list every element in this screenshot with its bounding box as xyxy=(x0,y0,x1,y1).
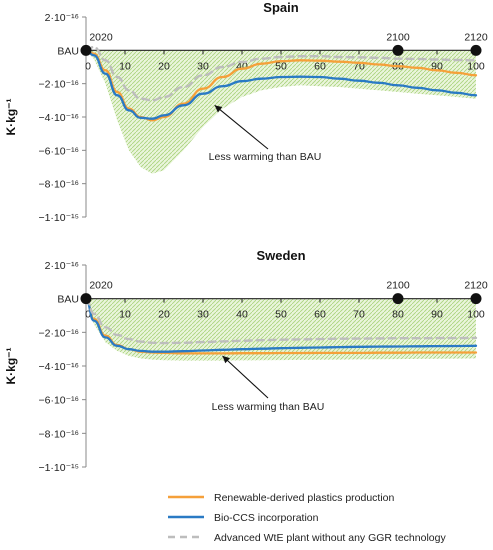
x-tick-label: 50 xyxy=(275,60,287,72)
x-tick-label: 90 xyxy=(431,60,443,72)
x-tick-label: 40 xyxy=(236,309,248,321)
x-tick-label: 50 xyxy=(275,309,287,321)
y-tick-label: −4·10⁻¹⁶ xyxy=(38,112,79,124)
panel-title: Spain xyxy=(263,0,298,15)
y-tick-label: −1·10⁻¹⁵ xyxy=(38,462,79,474)
x-tick-label: 60 xyxy=(314,309,326,321)
annotation-text: Less warming than BAU xyxy=(209,151,322,163)
y-tick-label: −4·10⁻¹⁶ xyxy=(38,361,79,373)
year-marker-label: 2020 xyxy=(89,280,113,292)
y-tick-label: −8·10⁻¹⁶ xyxy=(38,179,79,191)
x-tick-label: 70 xyxy=(353,309,365,321)
y-tick-label: −2·10⁻¹⁶ xyxy=(38,79,79,91)
y-tick-label: 2·10⁻¹⁶ xyxy=(45,12,79,24)
chart-panel-sweden: 2·10⁻¹⁶ BAU −2·10⁻¹⁶ −4·10⁻¹⁶ −6·10⁻¹⁶ −8·10⁻… xyxy=(4,248,488,474)
y-tick-label: BAU xyxy=(57,294,79,306)
annotation-arrowhead xyxy=(222,355,231,364)
year-marker xyxy=(392,293,404,305)
year-marker xyxy=(470,293,482,305)
x-tick-label: 20 xyxy=(158,309,170,321)
x-tick-label: 70 xyxy=(353,60,365,72)
legend-label: Advanced WtE plant without any GGR techn… xyxy=(214,532,446,544)
x-tick-label: 10 xyxy=(119,309,131,321)
chart-panels: 2·10⁻¹⁶ BAU −2·10⁻¹⁶ −4·10⁻¹⁶ −6·10⁻¹⁶ −8·10⁻… xyxy=(4,0,488,474)
y-tick-label: BAU xyxy=(57,45,79,57)
y-tick-label: −8·10⁻¹⁶ xyxy=(38,428,79,440)
annotation-text: Less warming than BAU xyxy=(212,401,325,413)
x-tick-label: 10 xyxy=(119,60,131,72)
panel-title: Sweden xyxy=(256,248,305,263)
y-axis-label: K·kg⁻¹ xyxy=(4,348,18,385)
x-tick-label: 0 xyxy=(85,309,91,321)
year-marker xyxy=(80,293,92,305)
x-tick-label: 40 xyxy=(236,60,248,72)
x-tick-label: 100 xyxy=(467,309,485,321)
year-marker-label: 2100 xyxy=(386,280,410,292)
y-tick-label: −1·10⁻¹⁵ xyxy=(38,212,79,224)
y-tick-label: −6·10⁻¹⁶ xyxy=(38,145,79,157)
series-line xyxy=(84,49,478,122)
shaded-band xyxy=(86,298,476,361)
annotation-arrowhead xyxy=(214,105,223,113)
series-line xyxy=(84,297,478,353)
legend: Renewable-derived plastics production Bio… xyxy=(168,492,446,544)
x-tick-label: 20 xyxy=(158,60,170,72)
series-line xyxy=(84,45,478,102)
x-tick-label: 60 xyxy=(314,60,326,72)
year-marker xyxy=(392,44,404,56)
x-tick-label: 30 xyxy=(197,60,209,72)
chart-panel-spain: 2·10⁻¹⁶ BAU −2·10⁻¹⁶ −4·10⁻¹⁶ −6·10⁻¹⁶ −8·10⁻… xyxy=(4,0,488,224)
year-marker-label: 2120 xyxy=(464,280,488,292)
year-marker xyxy=(80,44,92,56)
y-tick-label: −6·10⁻¹⁶ xyxy=(38,395,79,407)
x-tick-label: 0 xyxy=(85,60,91,72)
y-tick-label: −2·10⁻¹⁶ xyxy=(38,327,79,339)
x-tick-label: 30 xyxy=(197,309,209,321)
legend-label: Renewable-derived plastics production xyxy=(214,492,395,504)
shaded-band xyxy=(86,50,476,174)
annotation-arrow xyxy=(222,355,269,399)
annotation-arrow xyxy=(214,104,269,150)
x-tick-label: 100 xyxy=(467,60,485,72)
y-tick-label: 2·10⁻¹⁶ xyxy=(45,260,79,272)
year-marker-label: 2020 xyxy=(89,31,113,43)
x-tick-label: 80 xyxy=(392,309,404,321)
y-axis-label: K·kg⁻¹ xyxy=(4,99,18,136)
year-marker-label: 2100 xyxy=(386,31,410,43)
x-tick-label: 90 xyxy=(431,309,443,321)
series-line xyxy=(84,297,478,345)
legend-label: Bio-CCS incorporation xyxy=(214,512,319,524)
series-line xyxy=(84,49,478,120)
year-marker-label: 2120 xyxy=(464,31,488,43)
year-marker xyxy=(470,44,482,56)
